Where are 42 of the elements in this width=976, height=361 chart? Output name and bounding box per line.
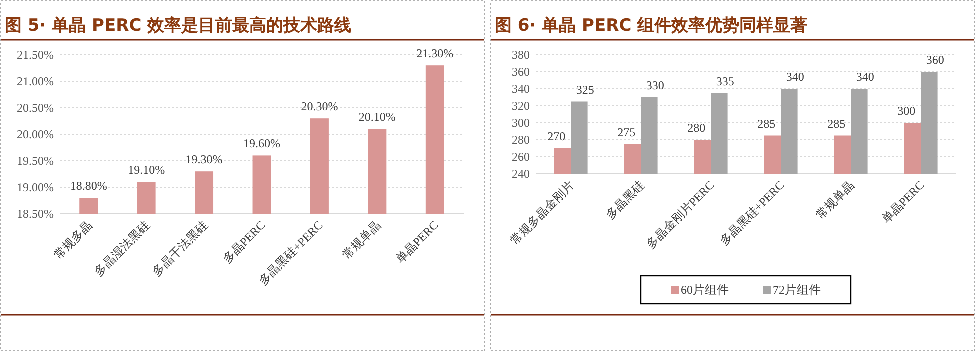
legend-label: 60片组件: [681, 283, 729, 297]
data-label: 340: [856, 70, 874, 84]
data-label: 335: [716, 74, 734, 88]
y-tick-label: 360: [512, 65, 530, 79]
y-tick-label: 20.50%: [17, 101, 54, 115]
y-tick-label: 260: [512, 150, 530, 164]
data-label: 19.30%: [186, 152, 223, 167]
data-label: 280: [688, 121, 706, 135]
chart-title: 图 5· 单晶 PERC 效率是目前最高的技术路线: [5, 16, 352, 36]
data-label: 325: [576, 82, 594, 97]
x-tick-label: 常规多晶金刚片: [508, 178, 578, 248]
y-tick-label: 300: [512, 116, 530, 130]
y-tick-label: 340: [512, 82, 530, 96]
data-label: 300: [898, 104, 916, 118]
data-label: 340: [786, 70, 804, 84]
data-label: 360: [926, 53, 944, 67]
data-label: 330: [646, 78, 664, 92]
x-tick-label: 常规单晶: [813, 178, 858, 222]
y-tick-label: 320: [512, 99, 530, 113]
y-tick-label: 18.50%: [17, 207, 54, 221]
chart-title: 图 6· 单晶 PERC 组件效率优势同样显著: [495, 16, 808, 36]
x-tick-label: 多晶黑硅: [603, 178, 648, 222]
y-tick-label: 280: [512, 133, 530, 147]
data-label: 21.30%: [416, 46, 454, 61]
y-tick-label: 19.00%: [17, 180, 54, 194]
y-tick-label: 20.00%: [17, 128, 54, 142]
x-tick-label: 常规单晶: [340, 218, 384, 262]
legend-label: 72片组件: [773, 283, 821, 297]
data-label: 270: [548, 130, 566, 144]
data-label: 18.80%: [70, 179, 108, 194]
data-label: 285: [828, 116, 846, 131]
data-label: 20.30%: [301, 100, 338, 114]
data-label: 20.10%: [358, 110, 396, 124]
y-tick-label: 21.00%: [17, 74, 54, 88]
data-label: 275: [618, 125, 636, 140]
data-label: 19.60%: [244, 136, 280, 151]
y-tick-label: 380: [512, 48, 530, 62]
y-tick-label: 240: [512, 167, 530, 181]
y-tick-label: 19.50%: [17, 154, 54, 168]
data-label: 19.10%: [128, 163, 166, 178]
y-tick-label: 21.50%: [17, 48, 54, 62]
data-label: 285: [758, 116, 776, 131]
